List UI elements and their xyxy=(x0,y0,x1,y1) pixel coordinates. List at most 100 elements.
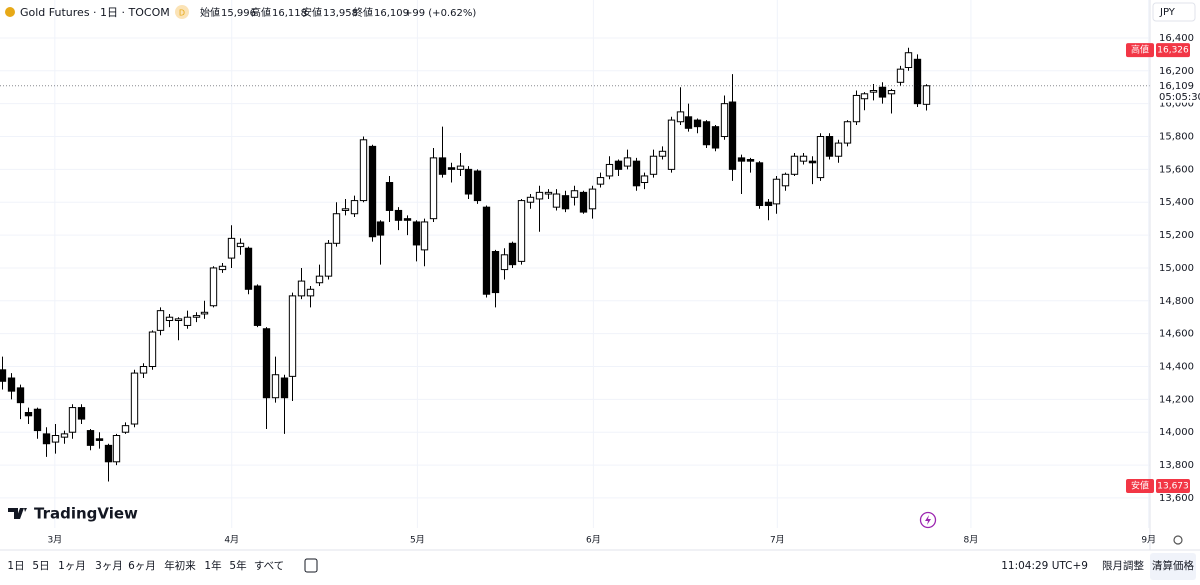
candle-body xyxy=(781,173,790,187)
candle-body xyxy=(341,208,350,211)
y-tick-label: 13,600 xyxy=(1159,493,1194,504)
range-button[interactable]: 6ヶ月 xyxy=(128,560,156,572)
candle-body xyxy=(852,94,861,123)
toolbar: 1日 5日 1ヶ月 3ヶ月 6ヶ月 年初来 1年 5年 すべて 11:04:29 UTC+9 限月調… xyxy=(7,553,1196,580)
candle-body xyxy=(368,145,377,238)
candle-body xyxy=(482,206,491,295)
candle-body xyxy=(68,407,77,433)
candle-body xyxy=(711,126,720,149)
candle-body xyxy=(218,265,227,271)
candle-body xyxy=(51,435,60,443)
legend-name: 安値 xyxy=(302,6,322,19)
candle-body xyxy=(7,377,16,392)
legend-name: 始値 xyxy=(200,6,220,19)
candle-body xyxy=(737,157,746,162)
candle-body xyxy=(324,242,333,277)
range-button[interactable]: すべて xyxy=(254,560,284,572)
candle-body xyxy=(746,159,755,162)
candle-body xyxy=(614,160,623,170)
x-tick-label: 6月 xyxy=(586,535,601,546)
clock: 11:04:29 UTC+9 xyxy=(1001,560,1088,572)
range-button[interactable]: 1年 xyxy=(204,559,221,572)
marker-value-bg xyxy=(1156,43,1190,58)
candle-body xyxy=(0,369,7,382)
x-tick-label: 7月 xyxy=(770,535,785,546)
range-button[interactable]: 5年 xyxy=(229,559,246,572)
toolbar-button[interactable]: 清算価格 xyxy=(1152,559,1194,572)
candle-body xyxy=(376,221,385,236)
candle-body xyxy=(86,430,95,446)
candle-body xyxy=(156,310,165,331)
candle-body xyxy=(640,175,649,184)
candle-body xyxy=(904,52,913,69)
candle-body xyxy=(148,331,157,368)
last-price-label: 16,109 xyxy=(1159,81,1194,92)
legend-name: 終値 xyxy=(353,6,373,19)
candle-body xyxy=(332,213,341,244)
y-tick-label: 15,200 xyxy=(1159,230,1194,241)
candle-body xyxy=(834,142,843,157)
settings-icon[interactable] xyxy=(1173,535,1183,545)
candle-body xyxy=(632,160,641,187)
candle-body xyxy=(517,200,526,262)
candle-body xyxy=(244,247,253,290)
candle-body xyxy=(491,251,500,294)
range-button[interactable]: 5日 xyxy=(32,560,49,572)
candle-body xyxy=(227,237,236,259)
marker-value: 16,326 xyxy=(1157,46,1189,56)
candle-body xyxy=(667,119,676,170)
candle-body xyxy=(95,438,104,441)
candle-body xyxy=(649,155,658,175)
range-button[interactable]: 3ヶ月 xyxy=(95,560,123,572)
x-tick-label: 9月 xyxy=(1141,535,1156,546)
candle-body xyxy=(447,167,456,170)
brand-icon xyxy=(8,508,27,519)
events-bolt xyxy=(925,515,931,525)
candle-body xyxy=(385,182,394,211)
currency: JPY xyxy=(1159,7,1176,18)
candle-body xyxy=(896,68,905,83)
candle-body xyxy=(200,311,209,315)
range-button[interactable]: 1日 xyxy=(7,560,24,572)
candle-body xyxy=(676,111,685,123)
candle-body xyxy=(24,412,33,417)
brand-name: TradingView xyxy=(34,505,138,523)
candle-body xyxy=(561,195,570,210)
candle-body xyxy=(174,318,183,322)
y-tick-label: 14,400 xyxy=(1159,362,1194,373)
candle-body xyxy=(623,157,632,167)
y-tick-label: 16,400 xyxy=(1159,33,1194,44)
candle-body xyxy=(473,170,482,202)
y-tick-label: 15,800 xyxy=(1159,132,1194,143)
candle-body xyxy=(288,295,297,377)
legend-value: 16,118 xyxy=(272,8,307,19)
candle-body xyxy=(843,121,852,144)
candle-body xyxy=(236,242,245,248)
countdown-label: 05:05:30 xyxy=(1159,92,1200,103)
y-tick-label: 14,600 xyxy=(1159,329,1194,340)
range-button[interactable]: 1ヶ月 xyxy=(58,560,86,572)
legend-value: 13,958 xyxy=(323,8,358,19)
candle-body xyxy=(130,372,139,425)
interval-badge: D xyxy=(179,9,185,18)
toolbar-button[interactable]: 限月調整 xyxy=(1102,559,1144,572)
range-button[interactable]: 年初来 xyxy=(164,559,196,572)
legend-change: +99 (+0.62%) xyxy=(404,8,476,19)
candle-body xyxy=(508,242,517,266)
x-tick-label: 8月 xyxy=(964,535,979,546)
candle-body xyxy=(860,93,869,100)
candle-body xyxy=(588,188,597,210)
x-tick-label: 3月 xyxy=(47,535,62,546)
candle-body xyxy=(139,366,148,374)
candle-body xyxy=(808,160,817,164)
events-icon[interactable] xyxy=(919,511,937,529)
date-range-icon[interactable] xyxy=(304,558,318,573)
candle-body xyxy=(280,377,289,399)
candle-body xyxy=(403,218,412,221)
candle-body xyxy=(658,150,667,157)
y-tick-label: 15,000 xyxy=(1159,263,1194,274)
candle-body xyxy=(183,316,192,326)
candle-body xyxy=(764,201,773,207)
candle-body xyxy=(77,407,86,420)
